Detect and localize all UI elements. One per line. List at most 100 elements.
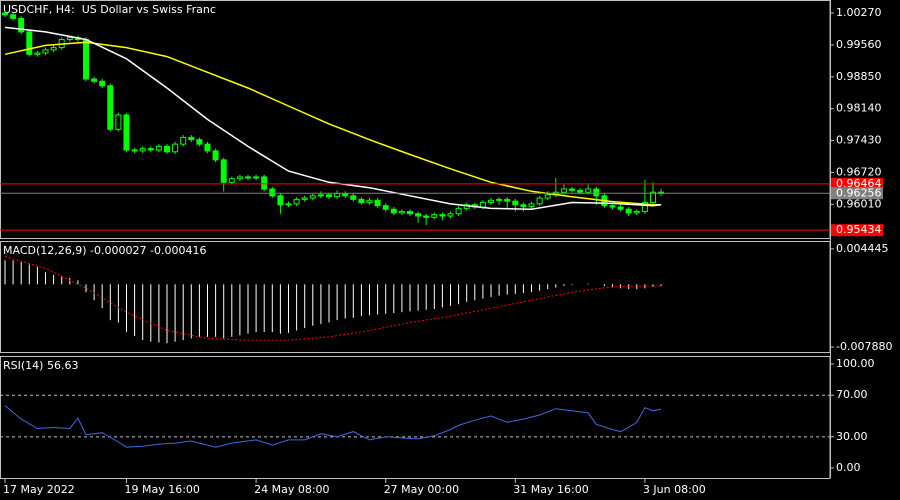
candle-body [285, 203, 292, 206]
candle-body [609, 205, 616, 208]
candle-body [188, 136, 195, 141]
moving-average [4, 41, 662, 206]
y-tick-label: 0.00 [836, 461, 861, 474]
panel-title: USDCHF, H4: US Dollar vs Swiss Franc [3, 3, 216, 16]
y-tick-label: 0.96010 [836, 197, 882, 210]
candle-body [147, 148, 154, 151]
candle-body [366, 199, 373, 204]
candle-body [569, 188, 575, 191]
moving-average [4, 26, 662, 211]
candle-body [382, 205, 389, 210]
candle-body [577, 189, 584, 193]
x-tick-label: 31 May 16:00 [513, 483, 588, 496]
candle-body [131, 149, 138, 152]
candle-body [34, 52, 41, 55]
candle-body [309, 195, 316, 199]
candle-body [115, 114, 122, 130]
candle-body [164, 145, 170, 153]
candle-body [447, 213, 454, 217]
candle-body [488, 199, 494, 204]
candle-body [42, 49, 49, 54]
x-tick-label: 19 May 16:00 [125, 483, 200, 496]
y-tick-label: 0.98140 [836, 102, 882, 115]
candle-body [277, 195, 284, 206]
candle-body [504, 198, 511, 202]
candle-body [139, 148, 146, 152]
candle-body [625, 208, 632, 214]
candle-body [593, 188, 600, 197]
candle-body [245, 176, 251, 179]
candle-body [641, 202, 648, 213]
y-tick-label: 100.00 [836, 357, 875, 370]
candle-body [342, 193, 349, 197]
candle-body [228, 178, 235, 183]
price-tag-label: 0.95434 [836, 223, 882, 236]
x-tick-label: 3 Jun 08:00 [643, 483, 706, 496]
candle-body [496, 198, 503, 201]
candle-body [26, 31, 33, 55]
y-tick-label: 0.97430 [836, 134, 882, 147]
x-tick-label: 27 May 00:00 [384, 483, 459, 496]
candle-body [374, 199, 381, 207]
candle-body [350, 195, 357, 200]
y-tick-label: 30.00 [836, 430, 868, 443]
candle-body [269, 188, 276, 197]
y-tick-label: 0.96720 [836, 165, 882, 178]
candle-body [155, 145, 162, 151]
candle-body [293, 198, 300, 205]
candle-body [236, 176, 243, 180]
candle-body [301, 197, 308, 200]
candle-body [50, 47, 57, 51]
candle-body [172, 143, 179, 153]
candle-body [439, 214, 446, 217]
price-tag [831, 224, 883, 237]
candle-body [123, 114, 130, 151]
price-tag [831, 187, 883, 200]
candle-body [358, 198, 365, 204]
candle-body [415, 213, 422, 217]
candle-body [407, 211, 413, 215]
candle-body [212, 150, 219, 161]
candle-body [390, 208, 397, 214]
candle-body [455, 207, 462, 215]
rsi-line [4, 405, 662, 448]
candle-body [334, 193, 341, 198]
price-tag-label: 0.96464 [836, 177, 882, 190]
y-tick-label: -0.007880 [836, 340, 892, 353]
candle-body [520, 204, 527, 208]
candle-body [585, 188, 592, 193]
candle-body [650, 191, 656, 204]
candle-body [180, 136, 187, 145]
candle-body [398, 211, 405, 214]
candle-body [66, 37, 73, 41]
candle-body [633, 211, 640, 214]
candle-body [253, 176, 260, 179]
candle-body [18, 17, 25, 33]
panel-title: RSI(14) 56.63 [3, 359, 78, 372]
x-tick-label: 24 May 08:00 [254, 483, 329, 496]
candle-body [107, 85, 114, 130]
candle-body [479, 202, 486, 208]
candle-body [99, 80, 106, 87]
candle-body [83, 39, 89, 80]
candle-body [91, 78, 98, 82]
candle-body [317, 194, 324, 197]
y-tick-label: 0.98850 [836, 70, 882, 83]
candle-body [544, 194, 551, 199]
y-tick-label: 70.00 [836, 388, 868, 401]
price-tag-label: 0.96256 [836, 186, 882, 199]
candle-body [536, 197, 543, 205]
y-tick-label: 0.004445 [836, 242, 889, 255]
candle-body [423, 215, 430, 218]
y-tick-label: 1.00270 [836, 6, 882, 19]
candle-body [528, 203, 535, 208]
candle-body [326, 194, 332, 198]
price-tag [831, 177, 883, 190]
candle-body [560, 188, 567, 193]
candle-body [617, 206, 624, 210]
candle-body [261, 176, 268, 190]
candle-body [2, 12, 8, 16]
candle-body [204, 143, 211, 152]
